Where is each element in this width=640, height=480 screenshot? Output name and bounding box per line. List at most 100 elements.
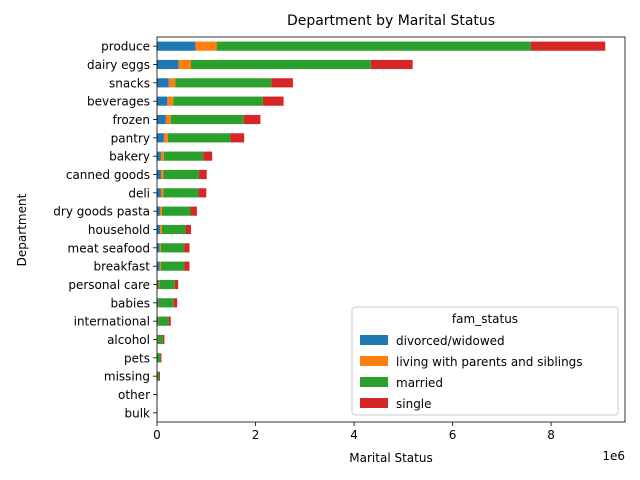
bar-frozen-married xyxy=(170,114,244,125)
x-tick-label: 6 xyxy=(449,428,457,442)
x-axis-label: Marital Status xyxy=(349,451,432,465)
bar-pantry-married xyxy=(167,133,231,143)
y-tick-label-alcohol: alcohol xyxy=(107,333,150,347)
bar-produce-divorced-widowed xyxy=(157,41,196,51)
y-tick-label-international: international xyxy=(74,315,150,329)
legend-swatch-divorced-widowed xyxy=(360,335,388,345)
bar-personal-care-married xyxy=(159,279,175,290)
bar-dry-goods-pasta-living-with-parents-and-siblings xyxy=(159,206,162,216)
bar-dry-goods-pasta-single xyxy=(190,206,197,216)
y-tick-label-snacks: snacks xyxy=(109,76,150,90)
bar-babies-single xyxy=(173,298,178,308)
x-tick-label: 0 xyxy=(153,428,161,442)
legend-box xyxy=(351,306,619,416)
bar-snacks-married xyxy=(175,78,272,88)
y-tick-label-dairy-eggs: dairy eggs xyxy=(87,58,150,72)
bar-deli-single xyxy=(198,188,207,198)
bar-breakfast-single xyxy=(184,261,190,271)
bar-personal-care-divorced-widowed xyxy=(157,279,159,290)
bar-breakfast-divorced-widowed xyxy=(157,261,160,271)
bar-babies-married xyxy=(158,298,174,308)
bar-frozen-single xyxy=(243,114,261,125)
bar-bakery-married xyxy=(163,151,204,161)
bar-deli-married xyxy=(163,188,199,198)
y-tick-label-frozen: frozen xyxy=(112,113,150,127)
bar-meat-seafood-divorced-widowed xyxy=(157,243,160,253)
y-tick-label-pantry: pantry xyxy=(111,131,150,145)
bar-household-single xyxy=(185,224,191,235)
bar-meat-seafood-single xyxy=(184,243,190,253)
y-tick-label-beverages: beverages xyxy=(87,95,150,109)
bar-canned-goods-divorced-widowed xyxy=(157,169,161,180)
bar-deli-divorced-widowed xyxy=(157,188,161,198)
y-tick-label-bulk: bulk xyxy=(124,406,150,420)
bar-deli-living-with-parents-and-siblings xyxy=(160,188,164,198)
legend-label-married: married xyxy=(396,376,443,390)
bar-missing-single xyxy=(158,371,160,381)
bar-canned-goods-married xyxy=(163,169,199,180)
bar-pets-single xyxy=(160,353,162,363)
bar-alcohol-married xyxy=(157,334,163,345)
y-axis: produce dairy eggs snacks beverages frozen pa… xyxy=(53,40,157,420)
legend-title: fam_status xyxy=(452,312,518,326)
x-axis-scale-label: 1e6 xyxy=(602,449,625,463)
bar-dry-goods-pasta-divorced-widowed xyxy=(157,206,160,216)
bar-dry-goods-pasta-married xyxy=(161,206,191,216)
bar-dairy-eggs-divorced-widowed xyxy=(157,59,179,70)
bar-beverages-married xyxy=(173,96,263,106)
bar-produce-living-with-parents-and-siblings xyxy=(195,41,217,51)
bar-dairy-eggs-living-with-parents-and-siblings xyxy=(178,59,191,70)
bar-breakfast-living-with-parents-and-siblings xyxy=(159,261,161,271)
legend-label-divorced-widowed: divorced/widowed xyxy=(396,334,505,348)
y-tick-label-breakfast: breakfast xyxy=(93,260,150,274)
bar-meat-seafood-married xyxy=(160,243,185,253)
bar-meat-seafood-living-with-parents-and-siblings xyxy=(159,243,161,253)
y-tick-label-dry-goods-pasta: dry goods pasta xyxy=(53,205,150,219)
bar-alcohol-single xyxy=(162,334,165,345)
bar-beverages-living-with-parents-and-siblings xyxy=(167,96,174,106)
bar-babies-divorced-widowed xyxy=(157,298,159,308)
bar-pets-married xyxy=(157,353,161,363)
bar-international-single xyxy=(168,316,171,326)
bar-beverages-single xyxy=(262,96,284,106)
y-tick-label-produce: produce xyxy=(101,40,150,54)
y-tick-label-missing: missing xyxy=(104,370,150,384)
bar-bakery-living-with-parents-and-siblings xyxy=(160,151,164,161)
bar-produce-married xyxy=(216,41,531,51)
bar-breakfast-married xyxy=(160,261,185,271)
bar-international-married xyxy=(158,316,169,326)
bar-canned-goods-living-with-parents-and-siblings xyxy=(160,169,164,180)
y-tick-label-deli: deli xyxy=(128,186,150,200)
bar-international-divorced-widowed xyxy=(157,316,158,326)
legend-swatch-single xyxy=(360,398,388,408)
legend: fam_status divorced/widowed living with pa… xyxy=(351,306,619,416)
legend-label-living-with-parents-and-siblings: living with parents and siblings xyxy=(396,355,583,369)
bar-missing-married xyxy=(157,371,159,381)
bar-personal-care-living-with-parents-and-siblings xyxy=(158,279,160,290)
x-axis: 0 2 4 6 8 xyxy=(153,422,555,442)
bar-dairy-eggs-married xyxy=(190,59,371,70)
bar-beverages-divorced-widowed xyxy=(157,96,168,106)
x-tick-label: 4 xyxy=(350,428,358,442)
bar-bakery-single xyxy=(203,151,213,161)
bar-frozen-divorced-widowed xyxy=(157,114,166,125)
bar-bakery-divorced-widowed xyxy=(157,151,161,161)
legend-label-single: single xyxy=(396,397,432,411)
x-tick-label: 8 xyxy=(547,428,555,442)
y-tick-label-pets: pets xyxy=(124,351,150,365)
legend-swatch-married xyxy=(360,377,388,387)
bar-snacks-single xyxy=(271,78,293,88)
legend-swatch-living-with-parents-and-siblings xyxy=(360,356,388,366)
y-tick-label-canned-goods: canned goods xyxy=(66,168,150,182)
bar-personal-care-single xyxy=(174,279,179,290)
bar-pantry-single xyxy=(230,133,245,143)
bar-pantry-divorced-widowed xyxy=(157,133,164,143)
bar-household-divorced-widowed xyxy=(157,224,160,235)
y-tick-label-meat-seafood: meat seafood xyxy=(68,241,150,255)
bar-household-married xyxy=(161,224,186,235)
y-tick-label-bakery: bakery xyxy=(109,150,150,164)
bar-household-living-with-parents-and-siblings xyxy=(159,224,162,235)
y-tick-label-babies: babies xyxy=(110,296,150,310)
y-tick-label-personal-care: personal care xyxy=(68,278,150,292)
